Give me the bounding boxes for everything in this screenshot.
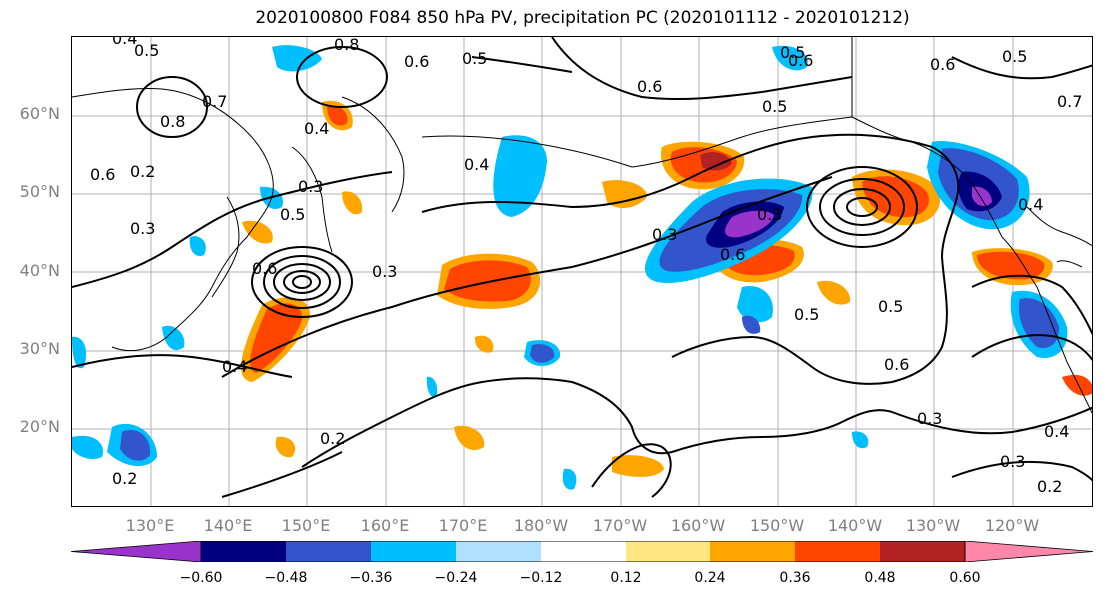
pv-contours [72, 37, 1092, 498]
contour-label: 0.5 [762, 97, 788, 116]
colorbar-tick-label: −0.48 [264, 570, 308, 586]
contour-label: 0.4 [304, 119, 330, 138]
contour-label: 0.2 [1037, 477, 1063, 496]
contour-label: 0.6 [90, 165, 116, 184]
contour-label: 0.4 [222, 357, 248, 376]
colorbar-tick-label: 0.48 [864, 570, 896, 586]
contour-label: 0.5 [462, 49, 488, 68]
contour-label: 0.5 [134, 41, 160, 60]
contour-label: 0.5 [280, 205, 306, 224]
colorbar-bin [541, 541, 626, 562]
contour-label: 0.8 [334, 36, 360, 54]
colorbar-extend-left [71, 541, 202, 562]
lon-label: 140°W [827, 516, 883, 535]
colorbar-tick-label: −0.60 [179, 570, 223, 586]
colorbar-bin [626, 541, 710, 562]
colorbar-tick-label: −0.36 [349, 570, 393, 586]
colorbar-tick-label: 0.60 [949, 570, 981, 586]
map-title: 2020100800 F084 850 hPa PV, precipitatio… [255, 8, 910, 28]
contour-label: 0.4 [464, 155, 490, 174]
lon-label: 150°W [749, 516, 805, 535]
precip-fields [72, 45, 1092, 490]
lon-label: 160°E [360, 516, 410, 535]
lon-label: 130°W [905, 516, 961, 535]
contour-label: 0.5 [1002, 47, 1028, 66]
colorbar [71, 541, 1093, 562]
lon-label: 180°W [513, 516, 569, 535]
contour-label: 0.3 [917, 409, 943, 428]
colorbar-bin [371, 541, 456, 562]
colorbar-tick-label: −0.24 [434, 570, 478, 586]
contour-label: 0.4 [1044, 422, 1070, 441]
contour-label: 0.4 [1018, 195, 1044, 214]
colorbar-extend-right [964, 541, 1093, 562]
contour-label: 0.3 [1000, 452, 1026, 471]
lat-label: 40°N [19, 261, 60, 280]
colorbar-bin [201, 541, 286, 562]
contour-label: 0.4 [112, 36, 138, 48]
contour-label-list: 0.4 0.5 0.8 0.6 0.5 0.7 0.8 0.4 0.3 0.6 … [72, 36, 1092, 506]
colorbar-bin [880, 541, 965, 562]
contour-label: 0.7 [202, 92, 228, 111]
colorbar-bin [795, 541, 880, 562]
colorbar-tick-label: 0.12 [610, 570, 642, 586]
colorbar-tick-label: −0.12 [519, 570, 563, 586]
contour-label: 0.5 [780, 43, 806, 62]
contour-label: 0.7 [1057, 92, 1083, 111]
colorbar-outline [200, 541, 966, 562]
contour-label: 0.3 [372, 262, 398, 281]
contour-label: 0.6 [637, 77, 663, 96]
contour-label: 0.2 [112, 469, 138, 488]
contour-label: 0.8 [160, 112, 186, 131]
coastlines [72, 37, 1092, 414]
contour-label: 0.6 [252, 259, 278, 278]
lat-label: 60°N [19, 104, 60, 123]
contour-label: 0.6 [788, 51, 814, 70]
contour-label: 0.6 [884, 355, 910, 374]
lon-label: 150°E [281, 516, 331, 535]
colorbar-tick-label: 0.36 [779, 570, 811, 586]
colorbar-tick-label: 0.24 [694, 570, 726, 586]
colorbar-bin [286, 541, 371, 562]
lon-label: 130°E [125, 516, 175, 535]
map-svg [72, 37, 1092, 506]
lon-label: 160°W [670, 516, 726, 535]
contour-label: 0.3 [652, 225, 678, 244]
lon-label: 170°W [592, 516, 648, 535]
contour-label: 0.6 [404, 52, 430, 71]
contour-label: 0.6 [720, 245, 746, 264]
colorbar-bin [710, 541, 795, 562]
colorbar-bin [456, 541, 541, 562]
lon-label: 120°W [984, 516, 1040, 535]
contour-label: 0.2 [130, 162, 156, 181]
lat-label: 50°N [19, 182, 60, 201]
contour-label: 0.2 [320, 429, 346, 448]
lat-label: 20°N [19, 417, 60, 436]
lon-label: 170°E [438, 516, 488, 535]
lon-label: 140°E [203, 516, 253, 535]
contour-label: 0.3 [298, 177, 324, 196]
map-area: 0.4 0.5 0.8 0.6 0.5 0.7 0.8 0.4 0.3 0.6 … [71, 36, 1093, 507]
lat-label: 30°N [19, 339, 60, 358]
contour-label: 0.6 [930, 55, 956, 74]
contour-label: 0.3 [757, 205, 783, 224]
contour-label: 0.5 [878, 297, 904, 316]
contour-label: 0.3 [130, 219, 156, 238]
contour-label: 0.5 [794, 305, 820, 324]
